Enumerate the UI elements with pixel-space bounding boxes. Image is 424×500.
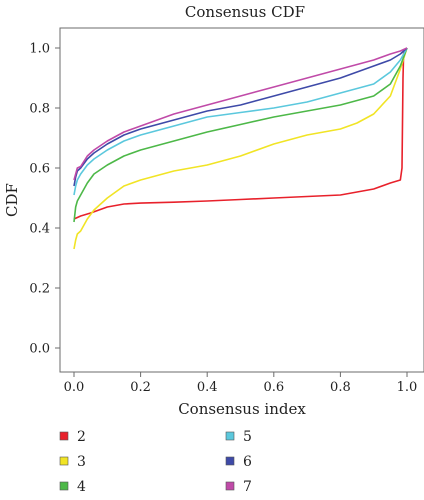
legend-label-k3: 3 (77, 454, 86, 470)
y-axis-label: CDF (3, 183, 21, 217)
series-line-k4 (73, 47, 408, 223)
y-tick-label: 1.0 (29, 42, 50, 57)
legend: 2 3 4 5 6 7 (59, 429, 252, 495)
y-tick-label: 0.4 (29, 222, 50, 237)
x-tick-label: 0.8 (330, 380, 351, 395)
legend-label-k4: 4 (77, 479, 86, 495)
legend-label-k7: 7 (243, 479, 252, 495)
x-axis: 0.0 0.2 0.4 0.6 0.8 1.0 (64, 372, 418, 395)
legend-swatch-k6 (225, 456, 235, 466)
y-tick-label: 0.0 (29, 342, 50, 357)
legend-swatch-k2 (59, 431, 69, 441)
y-tick-label: 0.2 (29, 282, 50, 297)
chart-title: Consensus CDF (185, 3, 305, 21)
legend-label-k6: 6 (243, 454, 252, 470)
plot-frame (59, 27, 424, 373)
series-line-k3 (73, 47, 408, 250)
legend-label-k2: 2 (77, 429, 86, 445)
legend-swatch-k4 (59, 481, 69, 491)
y-tick-label: 0.8 (29, 102, 50, 117)
x-tick-label: 0.2 (130, 380, 151, 395)
legend-swatch-k7 (225, 481, 235, 491)
series-line-k5 (73, 47, 408, 196)
y-axis: 0.0 0.2 0.4 0.6 0.8 1.0 (29, 42, 60, 357)
y-tick-label: 0.6 (29, 162, 50, 177)
series-line-k2 (73, 47, 408, 220)
x-tick-label: 0.4 (197, 380, 218, 395)
series-line-k6 (73, 47, 408, 187)
series-lines (73, 47, 408, 250)
legend-swatch-k3 (59, 456, 69, 466)
x-tick-label: 0.6 (263, 380, 284, 395)
x-tick-label: 0.0 (64, 380, 85, 395)
legend-swatch-k5 (225, 431, 235, 441)
x-axis-label: Consensus index (178, 400, 306, 418)
series-line-k7 (73, 47, 408, 181)
x-tick-label: 1.0 (397, 380, 418, 395)
legend-label-k5: 5 (243, 429, 252, 445)
